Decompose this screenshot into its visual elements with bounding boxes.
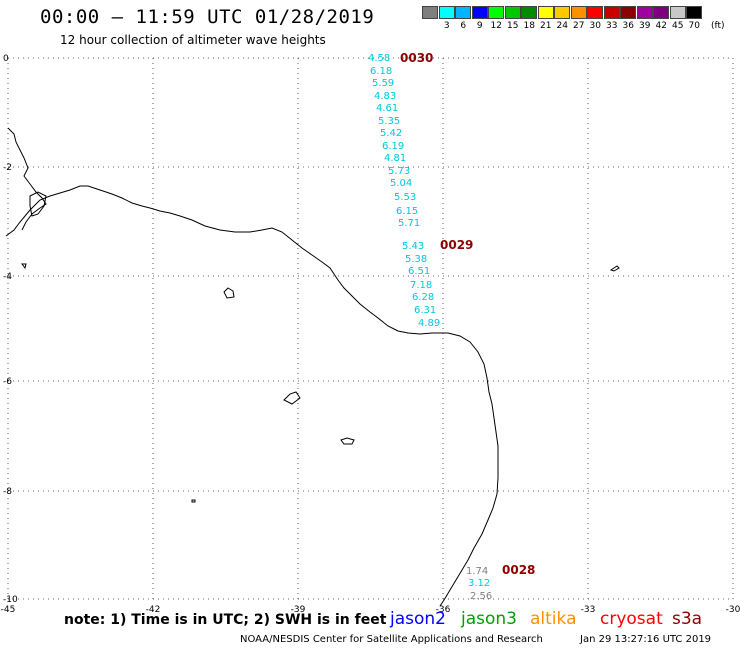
satellite-label: jason3: [461, 609, 517, 629]
legend-swatch: [686, 6, 702, 19]
legend-label: 45: [672, 21, 684, 31]
legend-label: 70: [688, 21, 700, 31]
legend-unit: (ft): [711, 21, 725, 31]
wave-height-label: 4.89: [418, 318, 440, 329]
x-tick-label: -33: [581, 605, 596, 615]
legend-swatch: [603, 6, 620, 19]
y-tick-label: 0: [3, 54, 9, 64]
wave-height-label: 5.35: [378, 116, 400, 127]
legend-swatch: [653, 6, 669, 19]
island-3: [340, 437, 355, 445]
legend-label: 9: [476, 21, 483, 31]
coastline: [5, 185, 499, 607]
timestamp-text: Jan 29 13:27:16 UTC 2019: [580, 634, 712, 645]
wave-height-label: 4.81: [384, 153, 406, 164]
wave-height-label: 3.12: [468, 578, 490, 589]
legend-label: 42: [655, 21, 667, 31]
pass-time-label: 0028: [502, 563, 535, 577]
satellite-label: altika: [530, 609, 577, 629]
legend-swatch: [438, 6, 455, 19]
wave-height-label: 5.73: [388, 166, 410, 177]
wave-height-label: 6.19: [382, 141, 404, 152]
color-legend: [422, 6, 703, 19]
legend-swatch: [422, 6, 438, 19]
legend-swatch: [455, 6, 471, 19]
legend-label: 15: [507, 21, 519, 31]
wave-height-label: 6.51: [408, 266, 430, 277]
wave-height-label: 5.38: [405, 254, 427, 265]
island-4: [609, 265, 620, 272]
legend-label: 36: [622, 21, 634, 31]
y-tick-label: -10: [3, 595, 18, 605]
y-tick-label: -4: [3, 272, 12, 282]
coastline-north-estuary: [7, 127, 47, 231]
legend-label: 33: [606, 21, 618, 31]
map-subtitle: 12 hour collection of altimeter wave hei…: [60, 33, 326, 47]
island-1: [223, 287, 235, 299]
x-tick-label: -36: [436, 605, 451, 615]
credit-text: NOAA/NESDIS Center for Satellite Applica…: [240, 634, 543, 645]
legend-label: 30: [589, 21, 601, 31]
legend-swatch: [620, 6, 636, 19]
wave-height-label: 7.18: [410, 280, 432, 291]
island-2: [283, 391, 301, 405]
legend-swatch: [587, 6, 603, 19]
pass-time-label: 0030: [400, 51, 433, 65]
map-title: 00:00 – 11:59 UTC 01/28/2019: [40, 6, 375, 28]
legend-label: 18: [523, 21, 535, 31]
wave-height-label: 6.15: [396, 206, 418, 217]
pass-time-label: 0029: [440, 238, 473, 252]
legend-label: 39: [639, 21, 651, 31]
y-tick-label: -8: [3, 487, 12, 497]
y-tick-label: -2: [3, 163, 12, 173]
legend-label: 3: [443, 21, 450, 31]
x-tick-label: -30: [726, 605, 740, 615]
legend-label: 24: [556, 21, 568, 31]
x-tick-label: -39: [291, 605, 306, 615]
legend-swatch: [471, 6, 488, 19]
legend-swatch: [521, 6, 537, 19]
wave-height-label: 5.53: [394, 192, 416, 203]
y-tick-label: -6: [3, 377, 12, 387]
x-tick-label: -45: [1, 605, 16, 615]
wave-height-label: 5.04: [390, 178, 412, 189]
satellite-label: cryosat: [600, 609, 663, 629]
legend-swatch: [554, 6, 570, 19]
wave-height-label: 5.43: [402, 241, 424, 252]
wave-height-label: 1.74: [466, 566, 488, 577]
x-tick-label: -42: [146, 605, 161, 615]
wave-height-label: 6.31: [414, 305, 436, 316]
wave-height-label: 4.58: [368, 53, 390, 64]
island-6: [21, 263, 27, 270]
legend-label: 27: [573, 21, 585, 31]
island-5: [191, 499, 196, 503]
wave-height-label: 5.71: [398, 218, 420, 229]
wave-height-label: 5.42: [380, 128, 402, 139]
wave-height-label: 2.56: [470, 591, 492, 602]
wave-height-label: 4.61: [376, 103, 398, 114]
legend-swatch: [669, 6, 686, 19]
legend-swatch: [537, 6, 554, 19]
wave-height-label: 4.83: [374, 91, 396, 102]
wave-height-label: 6.18: [370, 66, 392, 77]
legend-swatch: [488, 6, 504, 19]
legend-swatch: [636, 6, 653, 19]
map-grid: [7, 57, 734, 600]
note-text: note: 1) Time is in UTC; 2) SWH is in fe…: [64, 612, 387, 628]
satellite-label: s3a: [672, 609, 703, 629]
color-legend-labels: 3 6 9 12 15 18 21 24 27 30 33 36 39 42 45 70: [422, 21, 703, 31]
legend-label: 21: [540, 21, 552, 31]
legend-label: 12: [490, 21, 502, 31]
legend-label: 6: [460, 21, 467, 31]
legend-swatch: [570, 6, 587, 19]
wave-height-label: 6.28: [412, 292, 434, 303]
island-marajo: [29, 191, 47, 217]
axis-ticks: -45 -42 -39 -36 -33 -30 0 -2 -4 -6 -8 -10: [1, 54, 740, 615]
satellite-label: jason2: [390, 609, 446, 629]
track-labels: 4.58 6.185.59 4.834.61 5.355.42 6.194.81 5.73…: [368, 51, 535, 602]
legend-swatch: [504, 6, 521, 19]
wave-height-label: 5.59: [372, 78, 394, 89]
